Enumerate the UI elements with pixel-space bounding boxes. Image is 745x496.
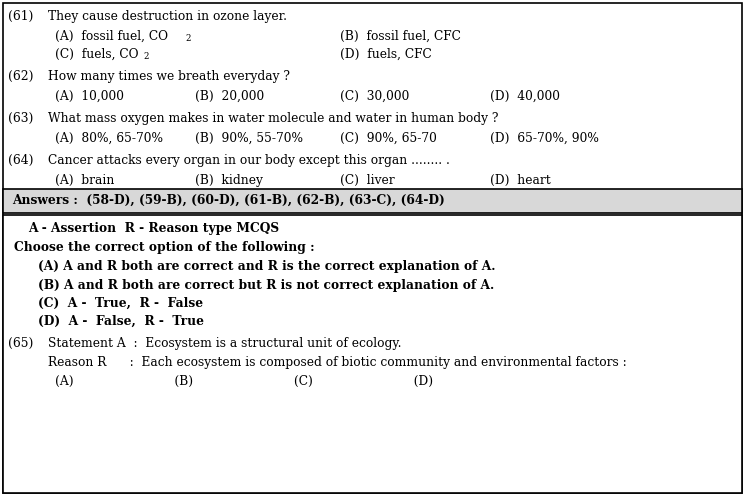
- Text: (A)                          (B)                          (C)                   : (A) (B) (C): [55, 375, 433, 388]
- Text: Cancer attacks every organ in our body except this organ ........ .: Cancer attacks every organ in our body e…: [48, 154, 450, 167]
- Text: (C)  30,000: (C) 30,000: [340, 90, 409, 103]
- Text: (A)  80%, 65-70%: (A) 80%, 65-70%: [55, 132, 163, 145]
- Text: Reason R      :  Each ecosystem is composed of biotic community and environmenta: Reason R : Each ecosystem is composed of…: [48, 356, 627, 369]
- FancyBboxPatch shape: [3, 3, 742, 493]
- Text: (B)  fossil fuel, CFC: (B) fossil fuel, CFC: [340, 30, 461, 43]
- Text: (65): (65): [8, 337, 34, 350]
- Text: Answers :  (58-D), (59-B), (60-D), (61-B), (62-B), (63-C), (64-D): Answers : (58-D), (59-B), (60-D), (61-B)…: [12, 194, 445, 207]
- Text: 2: 2: [185, 34, 191, 43]
- Text: (64): (64): [8, 154, 34, 167]
- Text: (D)  65-70%, 90%: (D) 65-70%, 90%: [490, 132, 599, 145]
- Text: (A) A and R both are correct and R is the correct explanation of A.: (A) A and R both are correct and R is th…: [38, 260, 495, 273]
- Text: (B) A and R both are correct but R is not correct explanation of A.: (B) A and R both are correct but R is no…: [38, 279, 494, 292]
- Text: (B)  90%, 55-70%: (B) 90%, 55-70%: [195, 132, 303, 145]
- Text: (B)  20,000: (B) 20,000: [195, 90, 264, 103]
- Text: (D)  fuels, CFC: (D) fuels, CFC: [340, 48, 432, 61]
- Text: (C)  fuels, CO: (C) fuels, CO: [55, 48, 139, 61]
- FancyBboxPatch shape: [3, 189, 742, 213]
- Text: (C)  liver: (C) liver: [340, 174, 395, 187]
- Text: Statement A  :  Ecosystem is a structural unit of ecology.: Statement A : Ecosystem is a structural …: [48, 337, 402, 350]
- Text: (D)  heart: (D) heart: [490, 174, 551, 187]
- Text: (D)  40,000: (D) 40,000: [490, 90, 560, 103]
- Text: (62): (62): [8, 70, 34, 83]
- Text: What mass oxygen makes in water molecule and water in human body ?: What mass oxygen makes in water molecule…: [48, 112, 498, 125]
- Text: How many times we breath everyday ?: How many times we breath everyday ?: [48, 70, 290, 83]
- Text: (D)  A -  False,  R -  True: (D) A - False, R - True: [38, 315, 204, 328]
- Text: (61): (61): [8, 10, 34, 23]
- FancyBboxPatch shape: [3, 215, 742, 493]
- Text: (C)  90%, 65-70: (C) 90%, 65-70: [340, 132, 437, 145]
- Text: A - Assertion  R - Reason type MCQS: A - Assertion R - Reason type MCQS: [28, 222, 279, 235]
- Text: (A)  brain: (A) brain: [55, 174, 115, 187]
- Text: (A)  fossil fuel, CO: (A) fossil fuel, CO: [55, 30, 168, 43]
- Text: 2: 2: [143, 52, 148, 61]
- Text: They cause destruction in ozone layer.: They cause destruction in ozone layer.: [48, 10, 287, 23]
- Text: (B)  kidney: (B) kidney: [195, 174, 263, 187]
- Text: (C)  A -  True,  R -  False: (C) A - True, R - False: [38, 297, 203, 310]
- Text: Choose the correct option of the following :: Choose the correct option of the followi…: [14, 241, 314, 254]
- Text: (A)  10,000: (A) 10,000: [55, 90, 124, 103]
- Text: (63): (63): [8, 112, 34, 125]
